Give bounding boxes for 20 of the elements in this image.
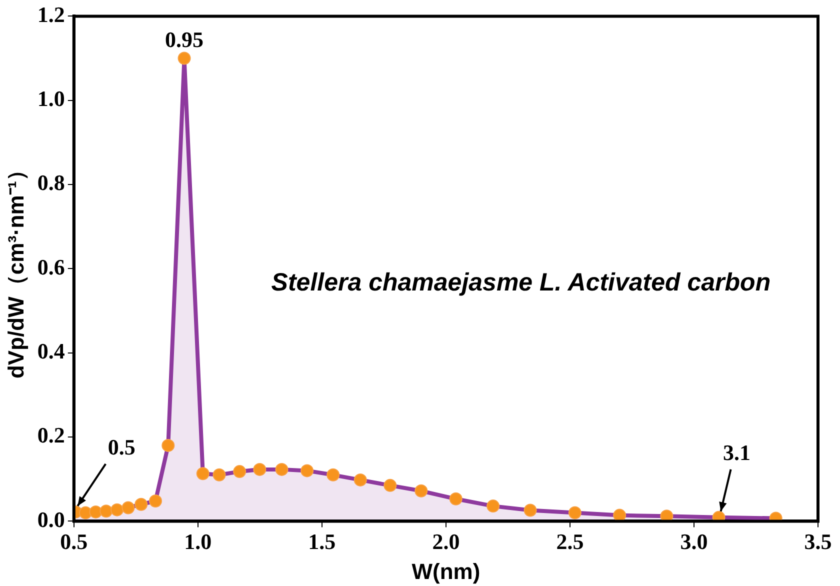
x-tick-label: 1.0 bbox=[184, 529, 212, 554]
y-tick-label: 0.0 bbox=[37, 506, 65, 532]
x-tick-label: 2.5 bbox=[556, 529, 584, 554]
y-axis-title: dVp/dW（cm³·nm⁻¹） bbox=[3, 158, 28, 379]
x-tick-label: 1.5 bbox=[308, 529, 336, 554]
annotation: 0.95 bbox=[165, 26, 204, 52]
annotation: Stellera chamaejasme L. Activated carbon bbox=[271, 268, 771, 297]
y-tick-label: 0.4 bbox=[37, 338, 65, 364]
x-tick-label: 0.5 bbox=[60, 529, 88, 554]
y-tick-label: 0.6 bbox=[37, 254, 65, 280]
y-tick-label: 1.0 bbox=[37, 86, 65, 112]
annotation: 0.5 bbox=[108, 434, 136, 460]
x-tick-label: 2.0 bbox=[432, 529, 460, 554]
y-tick-label: 1.2 bbox=[37, 2, 65, 27]
y-tick-label: 0.2 bbox=[37, 422, 65, 448]
annotation: 3.1 bbox=[723, 440, 751, 466]
y-tick-label: 0.8 bbox=[37, 170, 65, 196]
x-axis-title: W(nm) bbox=[412, 558, 480, 584]
x-tick-label: 3.5 bbox=[804, 529, 832, 554]
x-tick-label: 3.0 bbox=[680, 529, 708, 554]
